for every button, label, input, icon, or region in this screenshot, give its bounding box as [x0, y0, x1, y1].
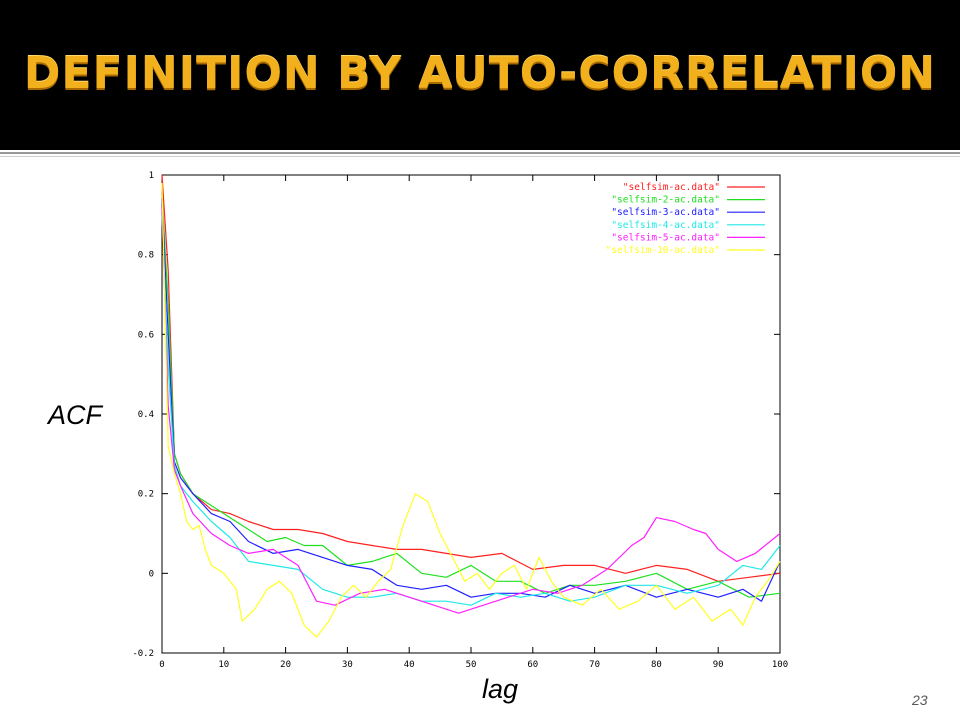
x-axis: 0 10 20 30 40 50 60 70 80 90 100	[159, 175, 788, 670]
y-tick-label: 0.2	[138, 490, 154, 500]
y-tick-label: 0.8	[138, 251, 154, 261]
x-tick-label: 20	[280, 660, 291, 670]
series-layer	[161, 174, 781, 638]
legend-label-5: "selfsim-5-ac.data"	[611, 232, 720, 243]
slide-title: DEFINITION BY AUTO-CORRELATION	[23, 48, 937, 99]
x-tick-label: 0	[159, 660, 164, 670]
series-line-3	[161, 198, 781, 602]
x-tick-label: 80	[651, 660, 662, 670]
legend: "selfsim-ac.data""selfsim-2-ac.data""sel…	[606, 182, 765, 256]
title-divider-thin	[0, 156, 960, 157]
series-line-5	[161, 206, 781, 614]
x-tick-label: 50	[466, 660, 477, 670]
legend-label-2: "selfsim-2-ac.data"	[611, 195, 720, 206]
title-divider	[0, 152, 960, 154]
y-axis: -0.2 0 0.2 0.4 0.6 0.8 1	[132, 171, 780, 659]
x-tick-label: 10	[218, 660, 229, 670]
series-line-6	[161, 182, 781, 638]
legend-label-6: "selfsim-10-ac.data"	[606, 245, 720, 256]
y-tick-label: -0.2	[132, 649, 154, 659]
x-tick-label: 30	[342, 660, 353, 670]
legend-label-3: "selfsim-3-ac.data"	[611, 207, 720, 218]
x-tick-label: 90	[713, 660, 724, 670]
legend-label-4: "selfsim-4-ac.data"	[611, 220, 720, 231]
y-tick-label: 0.4	[138, 410, 154, 420]
y-tick-label: 1	[149, 171, 154, 181]
x-tick-label: 100	[772, 660, 788, 670]
y-axis-label: ACF	[48, 400, 102, 430]
page-number: 23	[912, 692, 928, 708]
legend-label-1: "selfsim-ac.data"	[623, 182, 720, 193]
x-axis-label: lag	[482, 674, 519, 704]
y-tick-label: 0.6	[138, 330, 154, 340]
y-tick-label: 0	[149, 569, 154, 579]
x-tick-label: 40	[404, 660, 415, 670]
series-line-2	[161, 194, 781, 598]
x-tick-label: 60	[527, 660, 538, 670]
x-tick-label: 70	[589, 660, 600, 670]
title-bar: DEFINITION BY AUTO-CORRELATION	[0, 0, 960, 150]
series-line-4	[161, 214, 781, 606]
